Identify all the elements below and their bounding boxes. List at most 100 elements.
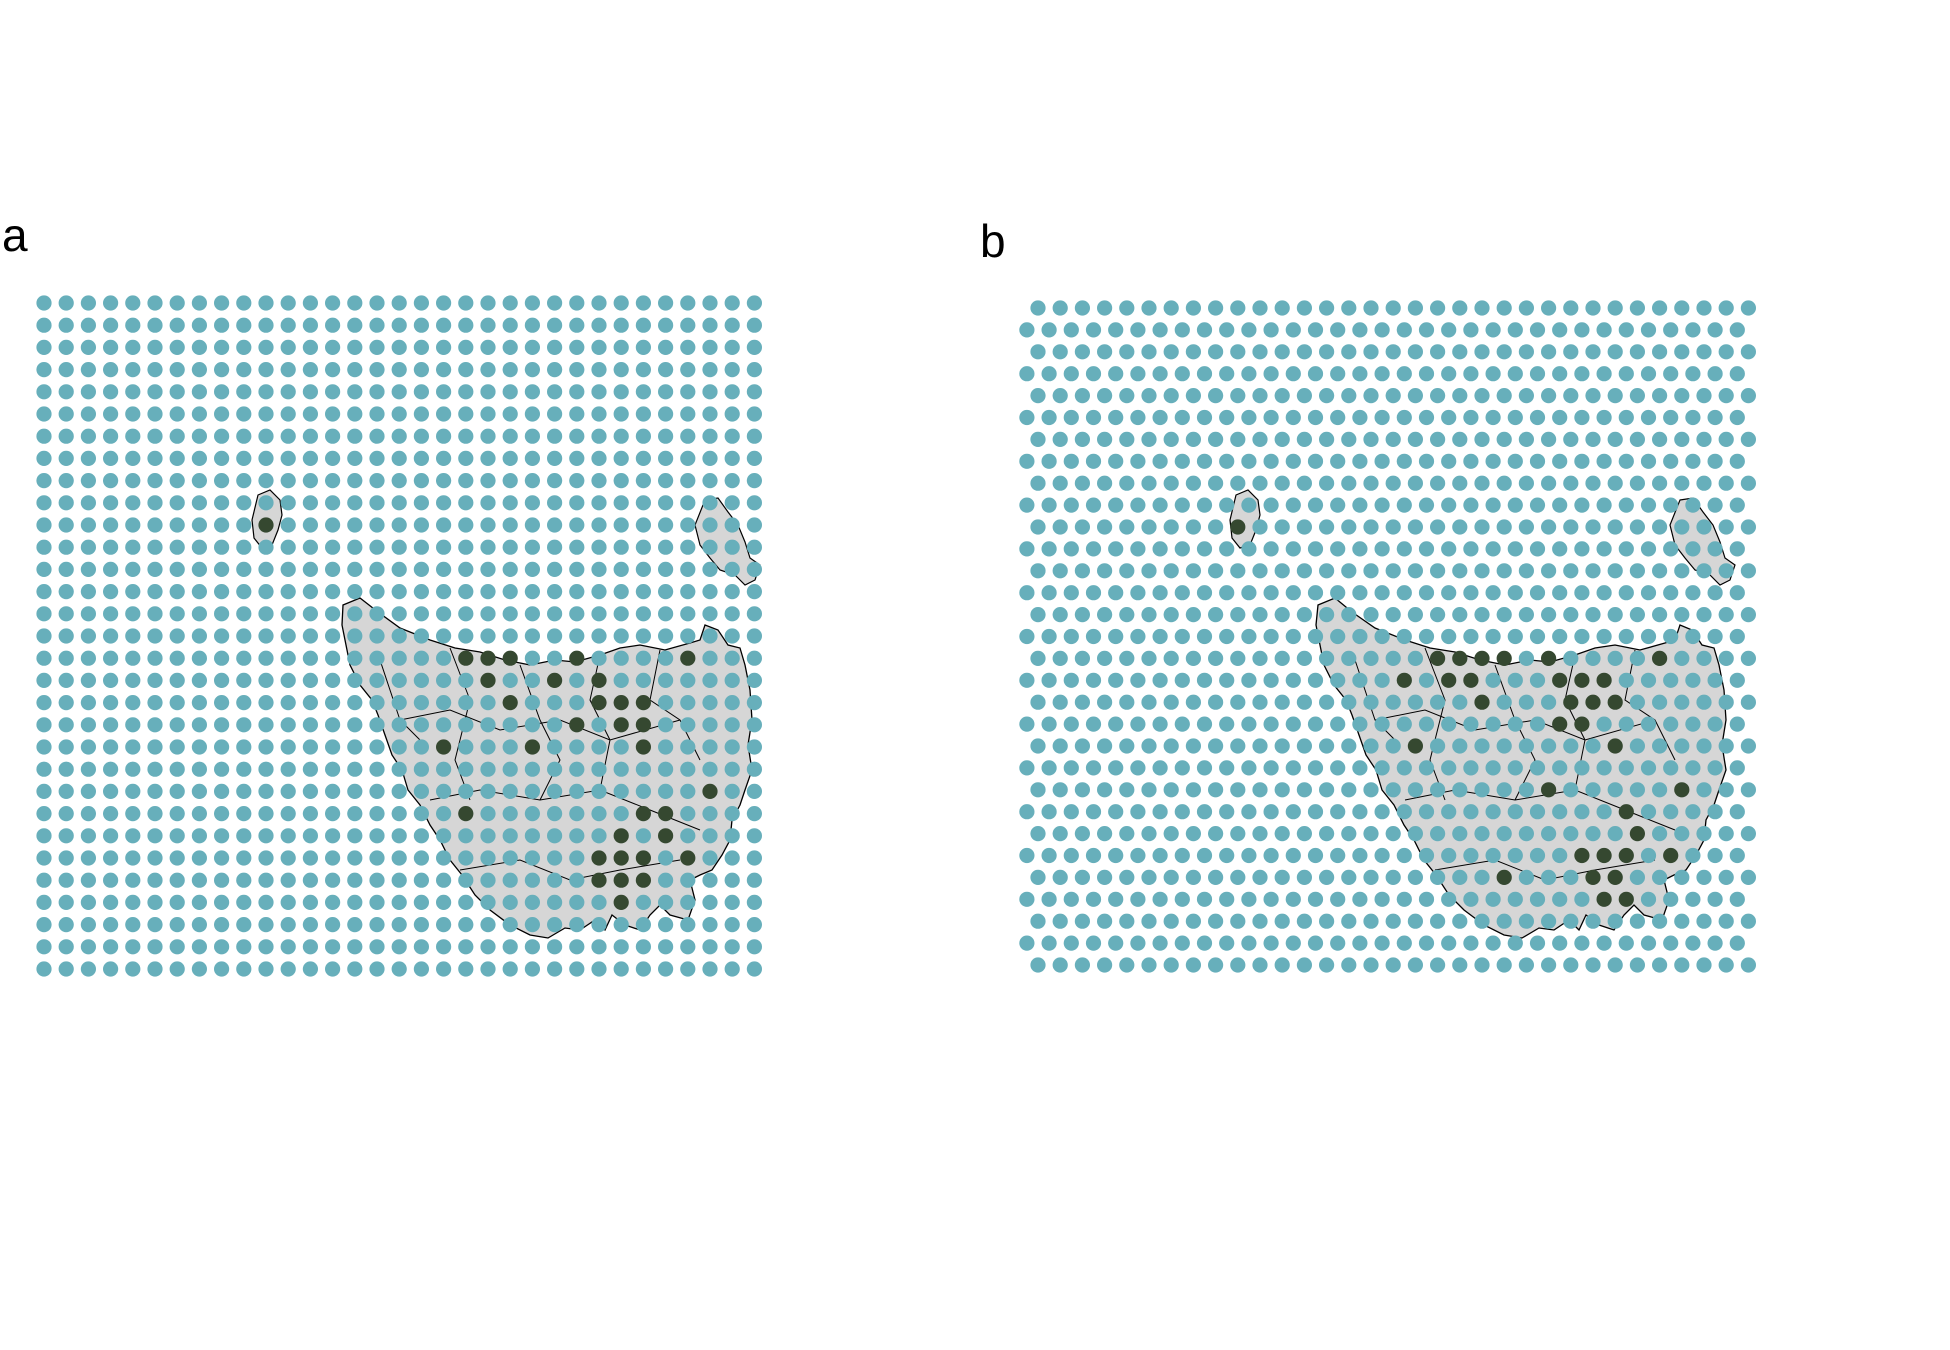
grid-point: [458, 828, 474, 844]
grid-point: [236, 428, 252, 444]
grid-point: [547, 806, 563, 822]
grid-point: [1230, 300, 1246, 316]
grid-point: [280, 628, 296, 644]
grid-point: [36, 450, 52, 466]
grid-point: [1385, 300, 1401, 316]
grid-point: [58, 428, 74, 444]
grid-point: [1374, 322, 1390, 338]
grid-point: [480, 384, 496, 400]
grid-point: [1396, 409, 1412, 426]
grid-point: [436, 584, 452, 600]
grid-point: [1074, 738, 1090, 754]
grid-point: [1208, 300, 1224, 316]
grid-point: [1640, 497, 1657, 513]
grid-point: [1740, 782, 1756, 798]
grid-point: [1230, 344, 1246, 360]
grid-point: [214, 850, 230, 866]
grid-point: [1607, 913, 1623, 929]
grid-point: [214, 539, 230, 555]
grid-point: [1174, 541, 1190, 557]
grid-point: [1474, 913, 1490, 929]
grid-point: [547, 339, 563, 355]
grid-point: [724, 783, 740, 800]
grid-point: [746, 717, 763, 733]
grid-point: [1074, 344, 1090, 360]
grid-point: [36, 517, 52, 533]
grid-point: [1041, 497, 1057, 513]
grid-point: [1363, 826, 1379, 842]
grid-point: [1485, 935, 1501, 951]
grid-point: [1263, 891, 1279, 907]
grid-point: [1174, 585, 1190, 601]
grid-point: [724, 495, 740, 511]
grid-point: [36, 961, 52, 977]
grid-point: [1296, 869, 1312, 886]
grid-point: [1563, 607, 1579, 623]
grid-point: [658, 339, 674, 355]
grid-point: [1330, 672, 1346, 688]
grid-point: [1296, 957, 1312, 973]
grid-point: [1718, 431, 1734, 447]
grid-point: [36, 628, 52, 644]
grid-point: [502, 761, 518, 777]
grid-point: [1496, 694, 1512, 710]
grid-point: [1740, 957, 1756, 973]
grid-point: [347, 428, 363, 444]
grid-point: [702, 695, 718, 711]
grid-point: [1541, 388, 1557, 404]
grid-point: [147, 473, 163, 489]
grid-point: [1696, 826, 1712, 842]
grid-point: [1374, 585, 1390, 601]
grid-point: [1219, 322, 1235, 338]
grid-point: [502, 806, 518, 822]
grid-point: [125, 339, 141, 355]
grid-point: [1074, 475, 1090, 491]
grid-point: [569, 295, 585, 311]
grid-point: [1019, 497, 1035, 513]
grid-point: [103, 517, 119, 533]
grid-point: [436, 717, 452, 733]
grid-point: [391, 872, 407, 888]
grid-point: [1130, 585, 1146, 601]
grid-point: [347, 362, 363, 378]
grid-point: [1119, 431, 1135, 447]
grid-point: [1563, 826, 1579, 842]
grid-point: [1252, 563, 1268, 579]
grid-point: [325, 384, 341, 400]
grid-point: [1141, 957, 1157, 973]
grid-point: [1319, 519, 1335, 535]
grid-point: [1596, 497, 1612, 513]
grid-point: [480, 717, 496, 733]
grid-point: [702, 828, 718, 844]
grid-point: [1552, 453, 1568, 469]
grid-point: [1196, 366, 1213, 382]
grid-point: [1041, 672, 1057, 688]
grid-point: [1396, 672, 1412, 688]
grid-point: [80, 539, 96, 555]
grid-point: [80, 473, 96, 489]
grid-point: [1263, 541, 1279, 557]
grid-point: [169, 695, 185, 711]
grid-point: [1141, 782, 1157, 798]
grid-point: [125, 450, 141, 466]
grid-point: [1740, 607, 1756, 623]
grid-point: [36, 783, 52, 800]
grid-point: [80, 561, 96, 578]
grid-point: [680, 473, 696, 489]
grid-point: [1196, 760, 1213, 776]
grid-point: [1307, 804, 1324, 820]
grid-point: [1363, 563, 1379, 579]
grid-point: [746, 917, 763, 933]
grid-point: [1041, 628, 1057, 645]
grid-point: [746, 428, 763, 444]
grid-point: [1330, 716, 1346, 732]
grid-point: [502, 917, 518, 933]
grid-point: [1330, 935, 1346, 951]
grid-point: [1640, 891, 1657, 907]
grid-point: [125, 473, 141, 489]
grid-point: [214, 495, 230, 511]
grid-point: [1407, 650, 1423, 667]
grid-point: [436, 872, 452, 888]
grid-point: [436, 761, 452, 777]
grid-point: [613, 628, 629, 644]
